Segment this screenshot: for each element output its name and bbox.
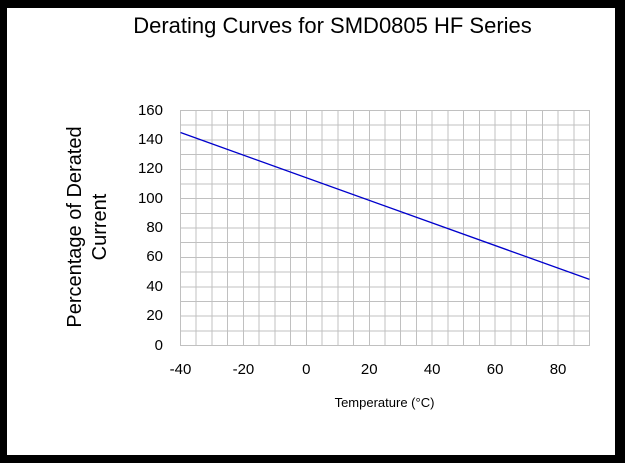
x-tick-label: 20 xyxy=(360,361,378,378)
x-tick-label: 40 xyxy=(423,361,441,378)
y-axis-title: Percentage of Derated Current xyxy=(64,126,111,328)
y-tick-label: 20 xyxy=(146,307,163,325)
x-tick-label: -40 xyxy=(169,361,192,378)
y-tick-label: 60 xyxy=(146,248,163,266)
y-tick-label: 100 xyxy=(137,189,163,207)
y-tick-label: 80 xyxy=(146,219,163,236)
x-tick-label: 60 xyxy=(486,361,504,378)
y-tick-label: 0 xyxy=(154,336,163,354)
y-tick-label: 140 xyxy=(137,130,163,148)
y-tick-label: 160 xyxy=(137,101,163,119)
x-tick-label: -20 xyxy=(232,361,255,378)
chart-title: Derating Curves for SMD0805 HF Series xyxy=(133,13,532,38)
y-tick-label: 40 xyxy=(146,277,163,295)
chart-canvas xyxy=(7,8,615,455)
x-tick-label: 0 xyxy=(302,361,311,378)
x-axis-title: Temperature (°C) xyxy=(334,395,435,410)
x-tick-label: 80 xyxy=(549,361,567,378)
derating-line-plot xyxy=(180,110,590,346)
plot-area xyxy=(180,110,590,346)
y-tick-label: 120 xyxy=(137,160,163,178)
